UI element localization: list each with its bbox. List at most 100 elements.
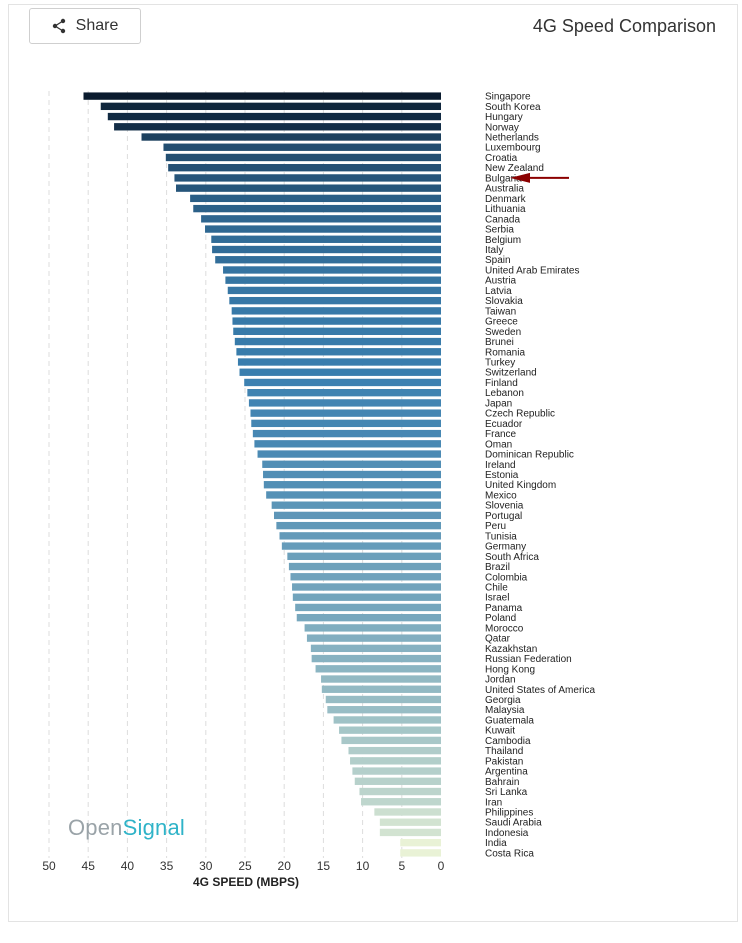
category-label: Luxembourg bbox=[485, 143, 541, 154]
category-label: Estonia bbox=[485, 470, 519, 481]
category-label: Chile bbox=[485, 582, 508, 593]
category-label: Canada bbox=[485, 214, 520, 225]
bar bbox=[333, 716, 441, 724]
category-label: Lebanon bbox=[485, 388, 524, 399]
bar bbox=[281, 542, 441, 550]
category-label: United States of America bbox=[485, 685, 595, 696]
bar bbox=[359, 787, 441, 796]
bar bbox=[287, 552, 441, 560]
bar bbox=[201, 215, 441, 223]
bar bbox=[274, 511, 441, 520]
bar bbox=[279, 532, 441, 540]
bar bbox=[321, 675, 441, 683]
bar bbox=[311, 654, 441, 663]
bar bbox=[350, 757, 441, 765]
bar bbox=[352, 767, 441, 775]
bar bbox=[271, 501, 441, 509]
category-label: Bulgaria bbox=[485, 173, 522, 184]
x-tick-label: 35 bbox=[160, 859, 174, 873]
x-tick-label: 15 bbox=[317, 859, 331, 873]
bar bbox=[193, 204, 441, 213]
logo-signal: Signal bbox=[122, 815, 185, 840]
category-label: Netherlands bbox=[485, 133, 539, 144]
category-label: Ireland bbox=[485, 460, 516, 471]
bar bbox=[266, 491, 441, 499]
bar bbox=[244, 378, 441, 387]
bar bbox=[176, 184, 441, 192]
category-label: Norway bbox=[485, 122, 519, 133]
category-label: Poland bbox=[485, 613, 516, 624]
bar bbox=[141, 133, 441, 141]
category-label: Austria bbox=[485, 276, 517, 287]
bar bbox=[400, 849, 441, 857]
bar bbox=[236, 348, 441, 356]
x-tick-label: 0 bbox=[438, 859, 445, 873]
category-label: Latvia bbox=[485, 286, 512, 297]
bar bbox=[232, 317, 441, 325]
bar bbox=[262, 460, 441, 468]
bar bbox=[354, 777, 441, 785]
x-tick-label: 50 bbox=[42, 859, 56, 873]
x-tick-label: 5 bbox=[398, 859, 405, 873]
bar bbox=[263, 470, 441, 479]
category-label: Germany bbox=[485, 542, 526, 553]
category-label: Dominican Republic bbox=[485, 450, 574, 461]
bar bbox=[225, 276, 441, 284]
bar bbox=[163, 143, 442, 151]
category-label: India bbox=[485, 838, 507, 849]
bar bbox=[292, 593, 441, 601]
category-label: Bahrain bbox=[485, 777, 519, 788]
category-label: Hong Kong bbox=[485, 664, 535, 675]
x-tick-label: 45 bbox=[82, 859, 96, 873]
category-label: Cambodia bbox=[485, 736, 531, 747]
bar bbox=[165, 153, 442, 162]
category-label: Taiwan bbox=[485, 306, 516, 317]
bar bbox=[205, 225, 441, 233]
x-tick-label: 25 bbox=[238, 859, 252, 873]
category-label: Serbia bbox=[485, 225, 514, 236]
bar bbox=[379, 818, 441, 826]
bar bbox=[292, 583, 441, 591]
category-label: Sweden bbox=[485, 327, 521, 338]
bar bbox=[254, 440, 441, 448]
bar bbox=[306, 634, 441, 642]
category-label: Mexico bbox=[485, 490, 517, 501]
category-label: France bbox=[485, 429, 517, 440]
bar bbox=[325, 695, 441, 704]
category-label: Croatia bbox=[485, 153, 518, 164]
bar bbox=[227, 286, 441, 295]
category-label: Saudi Arabia bbox=[485, 818, 542, 829]
category-label: United Arab Emirates bbox=[485, 265, 580, 276]
share-button[interactable]: Share bbox=[29, 8, 141, 44]
bar bbox=[290, 573, 441, 581]
bar bbox=[374, 808, 441, 816]
bar bbox=[107, 112, 442, 121]
category-label: South Korea bbox=[485, 102, 541, 113]
category-label: South Africa bbox=[485, 552, 539, 563]
bar bbox=[310, 644, 441, 653]
bar bbox=[288, 562, 441, 571]
category-label: Denmark bbox=[485, 194, 527, 205]
category-label: Philippines bbox=[485, 807, 533, 818]
category-label: Switzerland bbox=[485, 368, 537, 379]
x-tick-label: 40 bbox=[121, 859, 135, 873]
bar bbox=[83, 92, 441, 100]
logo-open: Open bbox=[68, 815, 123, 840]
category-label: Qatar bbox=[485, 634, 511, 645]
bar bbox=[250, 409, 441, 417]
category-label: New Zealand bbox=[485, 163, 544, 174]
category-label: Portugal bbox=[485, 511, 522, 522]
category-label: Kuwait bbox=[485, 726, 515, 737]
category-label: Turkey bbox=[485, 358, 515, 369]
bar bbox=[263, 481, 441, 489]
bar bbox=[215, 256, 441, 264]
bar bbox=[223, 266, 441, 274]
category-label: Lithuania bbox=[485, 204, 526, 215]
category-label: Tunisia bbox=[485, 531, 517, 542]
bar bbox=[234, 337, 441, 346]
bar bbox=[239, 368, 441, 376]
category-label: Belgium bbox=[485, 235, 521, 246]
bar bbox=[400, 838, 441, 847]
bar bbox=[190, 194, 441, 203]
bar bbox=[248, 399, 441, 407]
